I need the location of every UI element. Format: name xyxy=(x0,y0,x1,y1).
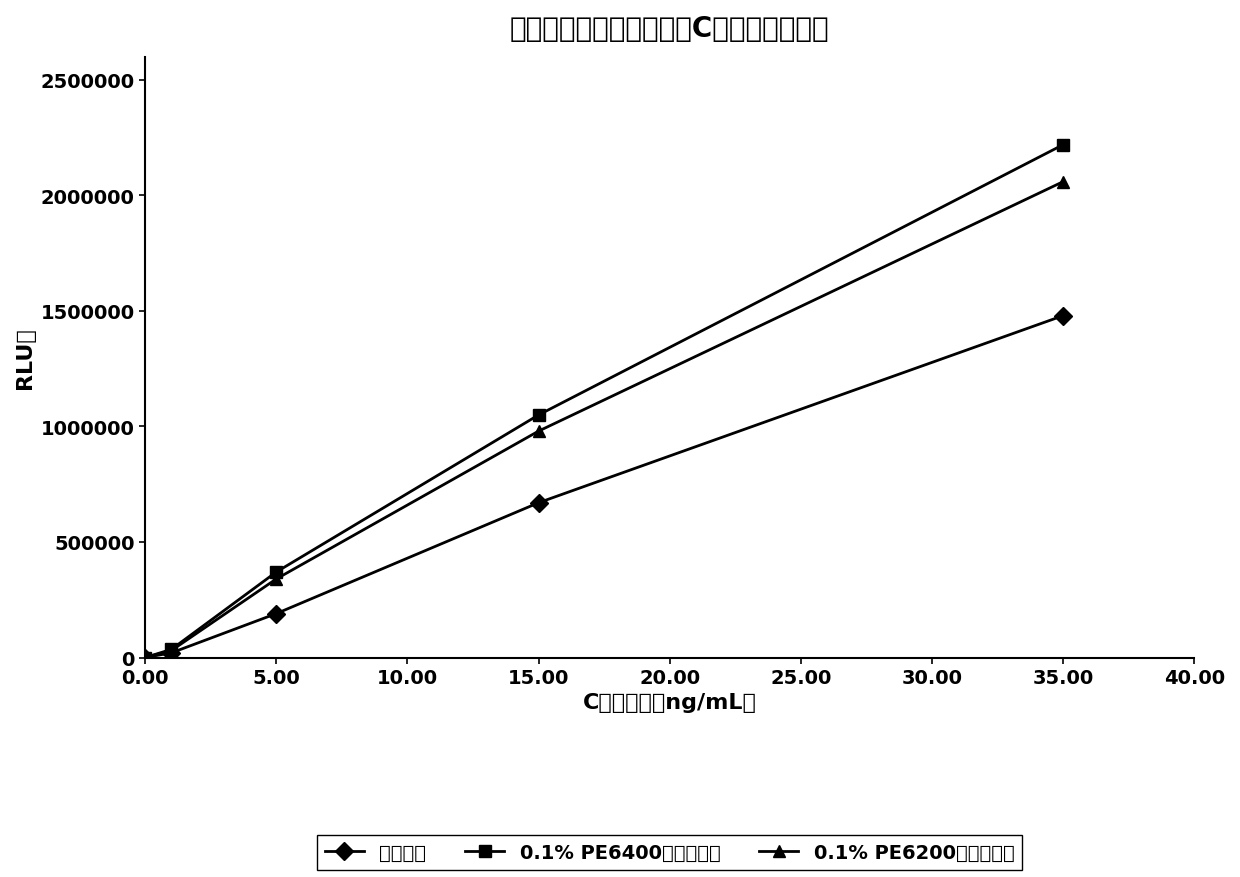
无预处理 xyxy=(269,609,284,619)
Title: 不同表面活性剂预封闭对C肽灵敏度的影响: 不同表面活性剂预封闭对C肽灵敏度的影响 xyxy=(510,15,830,43)
Line: 0.1% PE6400预处理封闭: 0.1% PE6400预处理封闭 xyxy=(139,139,1070,664)
0.1% PE6200预处理封闭 xyxy=(269,574,284,585)
Y-axis label: RLU值: RLU值 xyxy=(15,327,35,389)
0.1% PE6200预处理封闭 xyxy=(1055,177,1070,188)
无预处理 xyxy=(138,652,153,663)
0.1% PE6400预处理封闭 xyxy=(269,567,284,578)
Line: 0.1% PE6200预处理封闭: 0.1% PE6200预处理封闭 xyxy=(139,176,1070,664)
0.1% PE6400预处理封闭 xyxy=(138,652,153,663)
0.1% PE6400预处理封闭 xyxy=(1055,140,1070,151)
无预处理 xyxy=(1055,311,1070,322)
Legend: 无预处理, 0.1% PE6400预处理封闭, 0.1% PE6200预处理封闭: 无预处理, 0.1% PE6400预处理封闭, 0.1% PE6200预处理封闭 xyxy=(317,836,1022,870)
0.1% PE6200预处理封闭 xyxy=(138,652,153,663)
Line: 无预处理: 无预处理 xyxy=(139,310,1070,664)
无预处理 xyxy=(164,648,179,659)
0.1% PE6400预处理封闭 xyxy=(531,410,546,421)
0.1% PE6400预处理封闭 xyxy=(164,645,179,655)
0.1% PE6200预处理封闭 xyxy=(531,426,546,437)
X-axis label: C肽校准品（ng/mL）: C肽校准品（ng/mL） xyxy=(583,693,756,713)
无预处理 xyxy=(531,498,546,509)
0.1% PE6200预处理封闭 xyxy=(164,645,179,656)
